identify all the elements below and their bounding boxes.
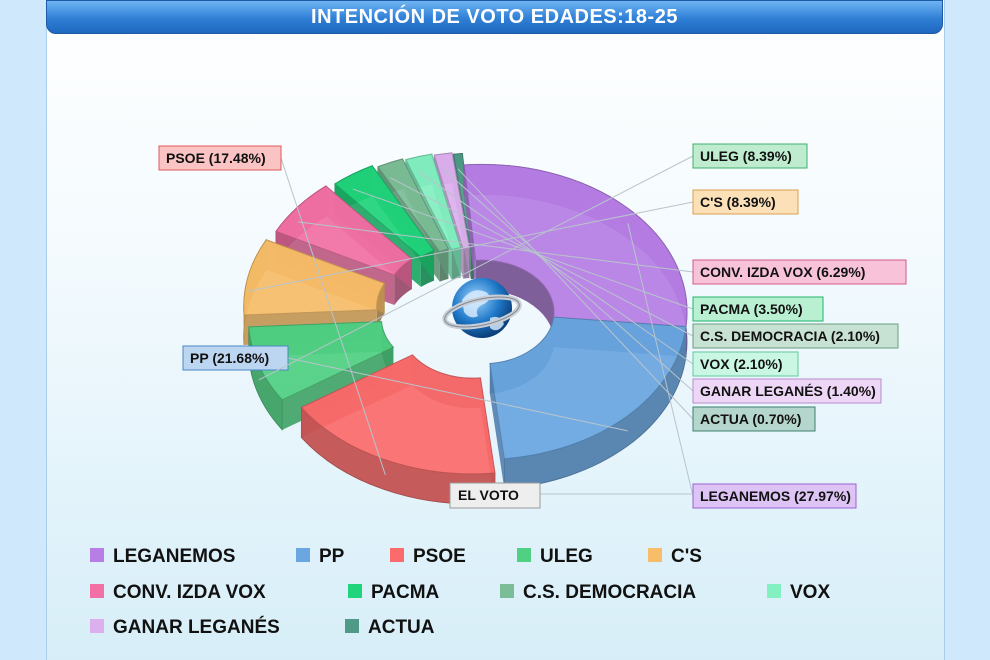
legend-item: PP bbox=[296, 546, 345, 567]
svg-text:ULEG (8.39%): ULEG (8.39%) bbox=[700, 148, 792, 164]
legend-swatch bbox=[345, 619, 359, 633]
legend-label: GANAR LEGANÉS bbox=[113, 616, 280, 638]
svg-text:VOX (2.10%): VOX (2.10%) bbox=[700, 356, 782, 372]
slice-data-label: CONV. IZDA VOX (6.29%) bbox=[297, 221, 907, 285]
slice-data-label: PSOE (17.48%) bbox=[158, 145, 386, 476]
svg-text:EL VOTO: EL VOTO bbox=[458, 487, 519, 503]
legend-label: CONV. IZDA VOX bbox=[113, 582, 266, 603]
svg-text:C'S (8.39%): C'S (8.39%) bbox=[700, 194, 776, 210]
slice-data-label: ACTUA (0.70%) bbox=[457, 168, 816, 432]
legend-item: PSOE bbox=[390, 546, 466, 567]
legend-label: VOX bbox=[790, 582, 830, 603]
legend-label: PP bbox=[319, 546, 345, 567]
legend-label: C.S. DEMOCRACIA bbox=[523, 582, 696, 603]
legend-swatch bbox=[390, 548, 404, 562]
slice-data-label: LEGANEMOS (27.97%) bbox=[627, 223, 857, 509]
slice-data-label: ULEG (8.39%) bbox=[258, 143, 808, 381]
legend-item: ACTUA bbox=[345, 617, 435, 638]
legend-swatch bbox=[348, 584, 362, 598]
svg-text:GANAR LEGANÉS (1.40%): GANAR LEGANÉS (1.40%) bbox=[700, 383, 876, 399]
svg-text:PACMA (3.50%): PACMA (3.50%) bbox=[700, 301, 803, 317]
slice-data-label: PP (21.68%) bbox=[182, 345, 628, 432]
pie-slice-psoe bbox=[300, 354, 496, 505]
legend-swatch bbox=[500, 584, 514, 598]
legend-item: LEGANEMOS bbox=[90, 546, 235, 567]
legend-item: PACMA bbox=[348, 582, 440, 603]
legend-swatch bbox=[90, 584, 104, 598]
legend-item: C.S. DEMOCRACIA bbox=[500, 582, 696, 603]
svg-text:ACTUA (0.70%): ACTUA (0.70%) bbox=[700, 411, 801, 427]
legend-label: PSOE bbox=[413, 546, 466, 567]
legend-swatch bbox=[90, 619, 104, 633]
legend-item: ULEG bbox=[517, 546, 593, 567]
svg-text:PP (21.68%): PP (21.68%) bbox=[190, 350, 269, 366]
chart-title: INTENCIÓN DE VOTO EDADES:18-25 bbox=[46, 0, 943, 34]
globe-logo-icon bbox=[442, 278, 522, 338]
slice-data-label: C.S. DEMOCRACIA (2.10%) bbox=[389, 177, 899, 349]
legend-label: ACTUA bbox=[368, 617, 435, 638]
legend-swatch bbox=[767, 584, 781, 598]
legend-swatch bbox=[648, 548, 662, 562]
legend-swatch bbox=[90, 548, 104, 562]
legend-swatch bbox=[296, 548, 310, 562]
legend-label: PACMA bbox=[371, 582, 440, 603]
legend-item: CONV. IZDA VOX bbox=[90, 582, 266, 603]
svg-text:C.S. DEMOCRACIA (2.10%): C.S. DEMOCRACIA (2.10%) bbox=[700, 328, 880, 344]
svg-text:CONV. IZDA VOX (6.29%): CONV. IZDA VOX (6.29%) bbox=[700, 264, 865, 280]
legend-label: LEGANEMOS bbox=[113, 546, 235, 567]
slice-data-label: C'S (8.39%) bbox=[248, 189, 799, 292]
legend-item: VOX bbox=[767, 582, 830, 603]
legend-label: C'S bbox=[671, 546, 702, 567]
slice-data-label: VOX (2.10%) bbox=[418, 171, 799, 377]
svg-text:PSOE (17.48%): PSOE (17.48%) bbox=[166, 150, 266, 166]
chart-legend: LEGANEMOS PP PSOE ULEG C'S CONV. IZDA VOX PACM… bbox=[90, 546, 830, 638]
slice-data-label: GANAR LEGANÉS (1.40%) bbox=[442, 168, 882, 404]
slice-data-label: PACMA (3.50%) bbox=[352, 188, 824, 322]
legend-label: ULEG bbox=[540, 546, 593, 567]
legend-item: GANAR LEGANÉS bbox=[90, 616, 280, 638]
legend-item: C'S bbox=[648, 546, 702, 567]
legend-swatch bbox=[517, 548, 531, 562]
center-label: EL VOTO bbox=[449, 482, 693, 509]
svg-text:LEGANEMOS (27.97%): LEGANEMOS (27.97%) bbox=[700, 488, 851, 504]
